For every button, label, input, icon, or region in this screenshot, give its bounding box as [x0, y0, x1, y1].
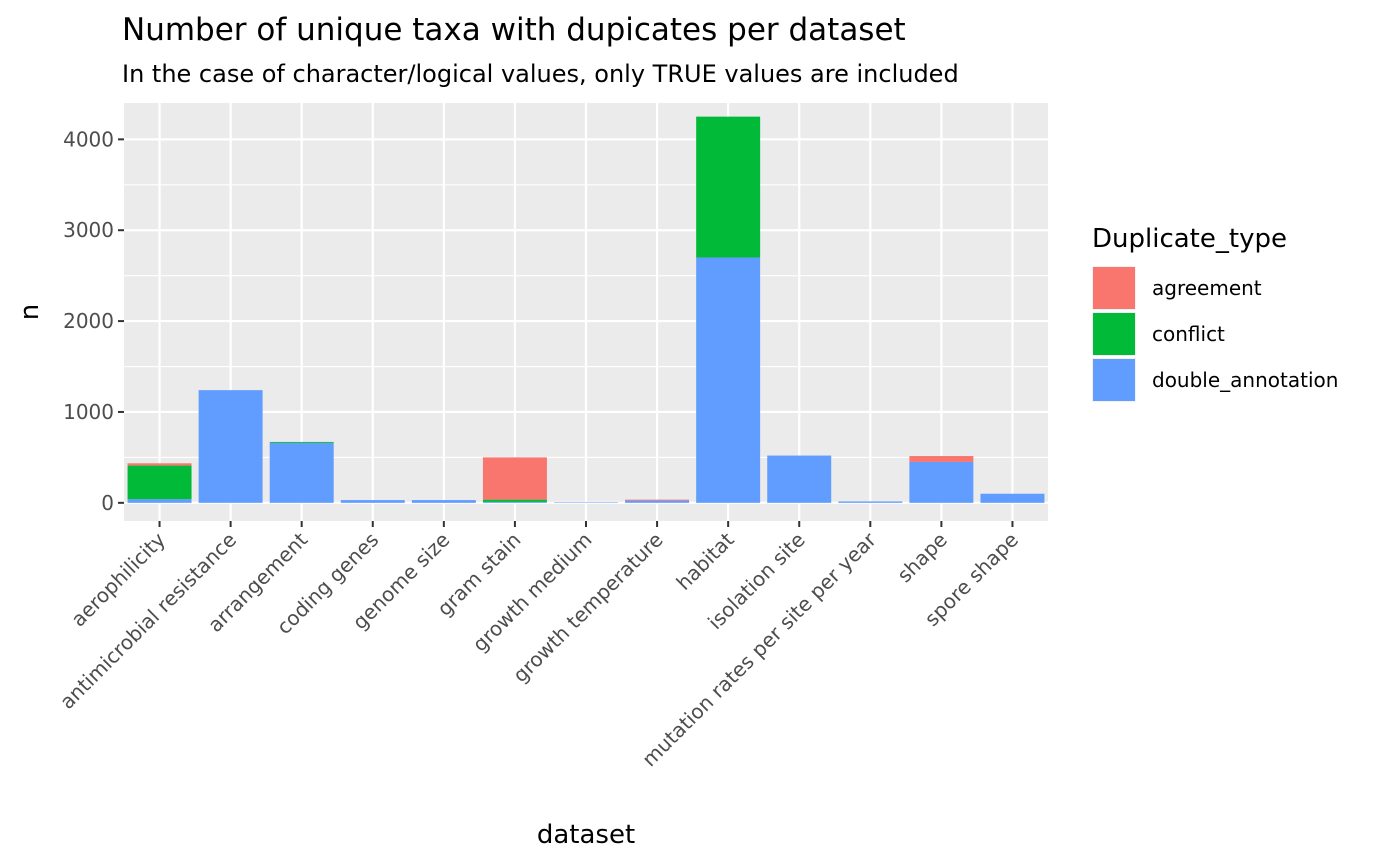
legend-swatch-conflict: [1093, 313, 1135, 355]
bar-conflict: [482, 499, 547, 502]
bar-double_annotation: [411, 500, 476, 503]
legend-label-double_annotation: double_annotation: [1152, 368, 1338, 392]
y-tick-label: 3000: [63, 218, 114, 242]
chart-subtitle: In the case of character/logical values,…: [122, 60, 959, 88]
y-tick-label: 4000: [63, 127, 114, 151]
bar-double_annotation: [838, 501, 903, 503]
legend-swatch-double_annotation: [1093, 359, 1135, 401]
bar-double_annotation: [767, 455, 832, 503]
legend: Duplicate_type agreement conflict double_a…: [1092, 224, 1338, 402]
bar-conflict: [269, 441, 334, 443]
bar-double_annotation: [625, 500, 690, 503]
y-tick-label: 2000: [63, 309, 114, 333]
bar-double_annotation: [269, 442, 334, 503]
bar-double_annotation: [554, 502, 618, 503]
legend-title: Duplicate_type: [1092, 224, 1287, 254]
legend-label-agreement: agreement: [1152, 276, 1262, 300]
bar-double_annotation: [909, 461, 974, 503]
legend-label-conflict: conflict: [1152, 322, 1225, 346]
bar-conflict: [127, 465, 192, 500]
y-axis-title: n: [15, 304, 45, 320]
y-axis: 0 1000 2000 3000 4000: [63, 127, 124, 515]
chart-title: Number of unique taxa with dupicates per…: [122, 12, 906, 48]
bar-double_annotation: [696, 257, 761, 503]
bar-double_annotation: [198, 390, 263, 503]
x-tick-label: habitat: [671, 527, 738, 594]
bar-agreement: [625, 499, 690, 501]
y-tick-label: 1000: [63, 400, 114, 424]
bar-double_annotation: [980, 493, 1045, 503]
bar-conflict: [696, 116, 761, 258]
bars: [127, 116, 1045, 503]
bar-agreement: [482, 457, 547, 500]
x-axis-title: dataset: [537, 820, 635, 850]
bar-agreement: [127, 463, 192, 466]
y-tick-label: 0: [101, 491, 114, 515]
bar-double_annotation: [127, 499, 192, 503]
legend-swatch-agreement: [1093, 267, 1135, 309]
bar-double_annotation: [340, 500, 405, 503]
bar-double_annotation: [482, 501, 547, 503]
bar-agreement: [909, 456, 974, 462]
x-tick-label: growth medium: [468, 528, 597, 657]
x-tick-label: shape: [892, 528, 952, 588]
